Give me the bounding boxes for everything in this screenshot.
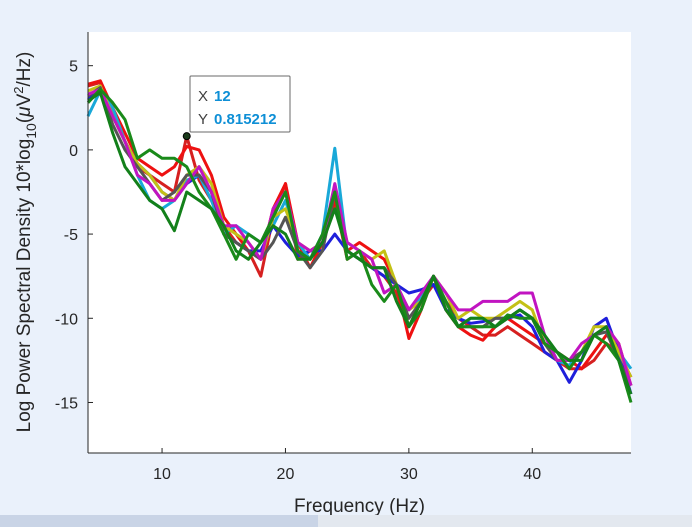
y-axis-label-open: (	[14, 116, 35, 123]
x-tick-label: 20	[277, 466, 295, 483]
datatip-marker[interactable]	[182, 132, 191, 141]
datatip-box	[189, 75, 291, 133]
y-axis-label-v: V	[14, 93, 35, 106]
datatip-x-value: 12	[214, 88, 231, 105]
series-line-8[interactable]	[86, 87, 633, 403]
y-tick-label: -10	[55, 311, 78, 328]
series-group	[86, 79, 633, 403]
y-tick-group: 5 0 -5 -10 -15	[55, 59, 93, 412]
y-tick-label: -15	[55, 395, 78, 412]
datatip-y-value: 0.815212	[214, 111, 277, 128]
x-tick-label: 30	[400, 466, 418, 483]
y-axis-label-sub: 10	[23, 123, 39, 139]
y-axis-label-tail: /Hz)	[14, 52, 35, 87]
x-axis-label: Frequency (Hz)	[294, 496, 425, 517]
x-tick-label: 40	[523, 466, 541, 483]
y-tick-label: 5	[69, 59, 78, 76]
toolbar-strip-left	[0, 515, 318, 527]
y-tick-label: -5	[64, 227, 78, 244]
datatip-x-label: X	[198, 88, 208, 105]
y-axis-label-sup: 2	[11, 86, 26, 93]
x-tick-label: 10	[153, 466, 171, 483]
x-tick-group: 10 20 30 40	[153, 448, 541, 483]
figure-toolbar-strip	[0, 515, 692, 527]
y-axis-label: Log Power Spectral Density 10*log10(μV2/…	[11, 52, 39, 433]
y-axis-label-main: Log Power Spectral Density 10*log	[14, 139, 35, 433]
series-line-9[interactable]	[87, 91, 633, 395]
datatip-y-label: Y	[198, 111, 208, 128]
datatip[interactable]: X 12 Y 0.815212	[182, 75, 291, 141]
y-tick-label: 0	[69, 143, 78, 160]
axis-group	[87, 32, 631, 454]
y-axis-label-mu: μ	[14, 106, 35, 118]
toolbar-strip-right	[318, 515, 692, 527]
